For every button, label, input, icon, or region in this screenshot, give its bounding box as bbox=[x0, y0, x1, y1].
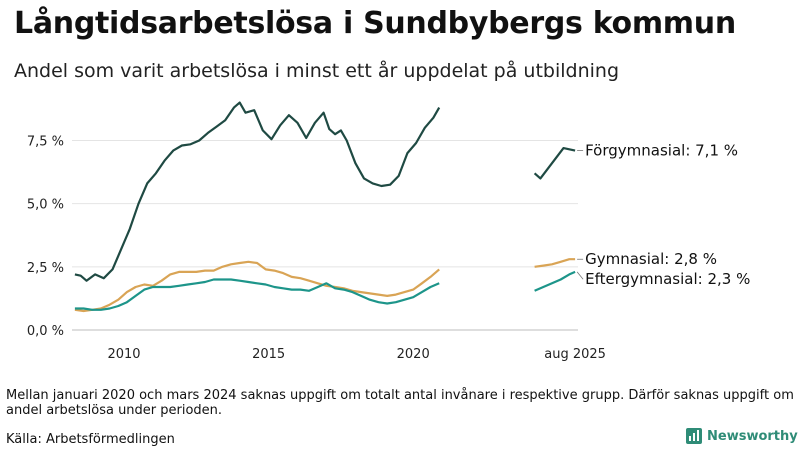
series-line-gymnasial bbox=[534, 258, 576, 268]
series-line-förgymnasial bbox=[533, 147, 576, 180]
series-line-eftergymnasial bbox=[74, 278, 440, 311]
chart-subtitle: Andel som varit arbetslösa i minst ett å… bbox=[14, 60, 620, 82]
footnote: Mellan januari 2020 och mars 2024 saknas… bbox=[6, 388, 794, 418]
source-text: Källa: Arbetsförmedlingen bbox=[6, 432, 175, 447]
y-axis-ticks: 0,0 % 2,5 % 5,0 % 7,5 % bbox=[27, 134, 64, 339]
x-tick-label: 2015 bbox=[252, 347, 285, 362]
x-tick-label: 2020 bbox=[397, 347, 430, 362]
brand-logo: Newsworthy bbox=[686, 428, 798, 444]
y-tick-label: 0,0 % bbox=[27, 324, 64, 339]
label-connector bbox=[576, 271, 584, 280]
y-tick-label: 7,5 % bbox=[27, 134, 64, 149]
series-line-förgymnasial bbox=[74, 101, 441, 282]
bar-chart-icon bbox=[686, 428, 702, 444]
series-label-eftergymnasial: Eftergymnasial: 2,3 % bbox=[585, 270, 750, 288]
line-chart: 0,0 % 2,5 % 5,0 % 7,5 % 2010 2015 2020 aug 202… bbox=[27, 101, 750, 362]
series-line-eftergymnasial bbox=[534, 270, 576, 292]
chart-title: Långtidsarbetslösa i Sundbybergs kommun bbox=[14, 6, 736, 41]
y-tick-label: 2,5 % bbox=[27, 261, 64, 276]
y-tick-label: 5,0 % bbox=[27, 198, 64, 213]
x-tick-label: aug 2025 bbox=[544, 347, 606, 362]
series-label-gymnasial: Gymnasial: 2,8 % bbox=[585, 250, 717, 268]
x-tick-label: 2010 bbox=[107, 347, 140, 362]
grid-lines bbox=[72, 139, 578, 331]
brand-name: Newsworthy bbox=[707, 428, 798, 444]
series-lines bbox=[74, 101, 576, 313]
series-line-gymnasial bbox=[74, 260, 440, 313]
x-axis-ticks: 2010 2015 2020 aug 2025 bbox=[107, 347, 605, 362]
series-label-förgymnasial: Förgymnasial: 7,1 % bbox=[585, 142, 738, 160]
series-labels: Förgymnasial: 7,1 % Gymnasial: 2,8 % Efter… bbox=[576, 142, 750, 288]
